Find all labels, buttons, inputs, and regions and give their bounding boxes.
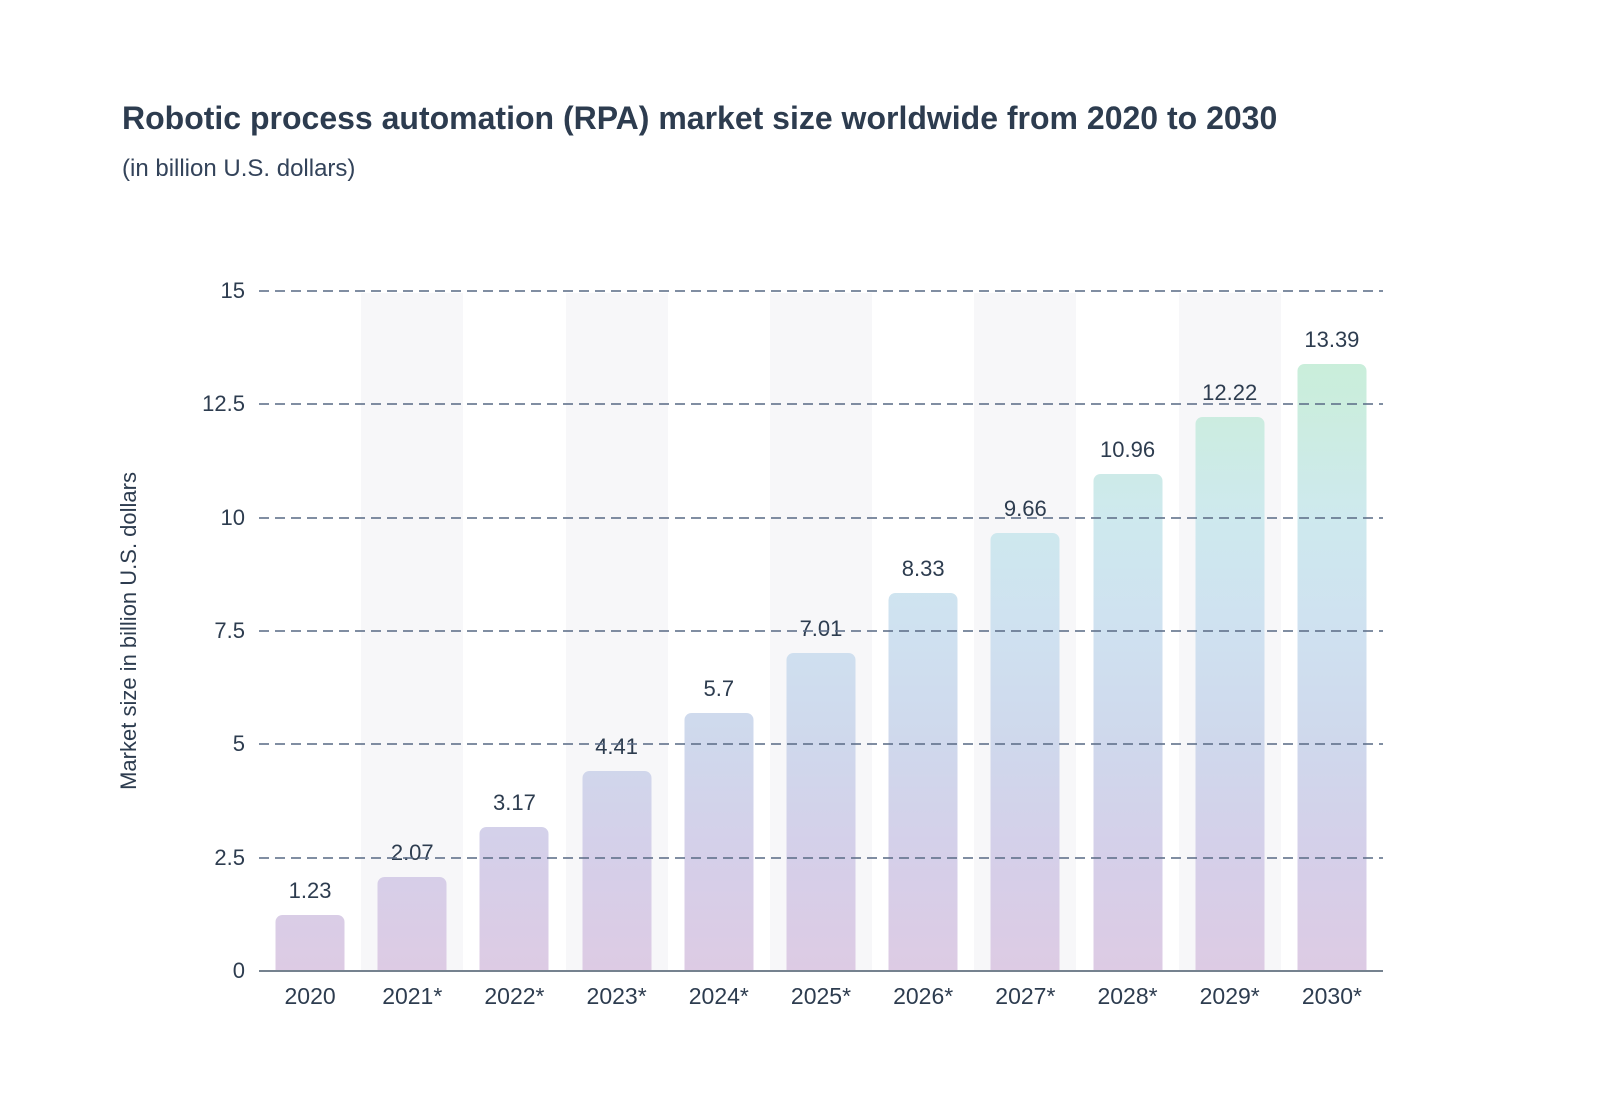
value-label-2025*: 7.01	[799, 616, 843, 642]
value-label-2024*: 5.7	[703, 675, 735, 701]
value-label-2027*: 9.66	[1003, 496, 1047, 522]
value-label-2026*: 8.33	[901, 556, 945, 582]
chart-subtitle: (in billion U.S. dollars)	[122, 155, 356, 182]
y-tick-label-10: 10	[220, 504, 245, 530]
gridline-5	[259, 743, 1383, 746]
bar-2027*	[990, 533, 1060, 971]
y-tick-label-2.5: 2.5	[214, 844, 245, 870]
column-2030*: 13.39 2030*	[1281, 291, 1383, 1009]
plot-area: 1.23 2020 2.07 2021* 3.17 2022* 4.41 2023* 5.7 20…	[202, 278, 1383, 1009]
chart-title: Robotic process automation (RPA) market …	[122, 100, 1278, 136]
column-2029*: 12.22 2029*	[1179, 291, 1281, 1009]
x-tick-label-2020: 2020	[284, 983, 336, 1009]
column-2022*: 3.17 2022*	[463, 291, 565, 1009]
column-2020: 1.23 2020	[259, 291, 361, 1009]
value-label-2023*: 4.41	[595, 734, 639, 760]
x-tick-label-2024*: 2024*	[688, 983, 749, 1009]
x-tick-label-2030*: 2030*	[1301, 983, 1362, 1009]
bar-2028*	[1093, 474, 1163, 971]
column-2028*: 10.96 2028*	[1076, 291, 1178, 1009]
y-tick-label-15: 15	[220, 278, 245, 303]
value-label-2030*: 13.39	[1304, 327, 1360, 352]
value-label-2028*: 10.96	[1100, 437, 1156, 463]
bar-2024*	[684, 712, 754, 971]
gridline-15	[259, 290, 1383, 292]
x-tick-label-2021*: 2021*	[382, 983, 443, 1009]
y-axis-title-text: Market size in billion U.S. dollars	[116, 472, 141, 790]
column-2024*: 5.7 2024*	[668, 291, 770, 1009]
x-tick-label-2023*: 2023*	[586, 983, 647, 1009]
gridline-10	[259, 516, 1383, 519]
value-label-2022*: 3.17	[493, 790, 536, 816]
bar-2029*	[1195, 417, 1265, 971]
column-2023*: 4.41 2023*	[566, 291, 668, 1009]
bar-2030*	[1297, 364, 1367, 971]
bar-2021*	[377, 877, 447, 971]
bar-2026*	[888, 593, 958, 971]
column-2025*: 7.01 2025*	[770, 291, 872, 1009]
gridline-12.5	[259, 403, 1383, 406]
y-tick-label-7.5: 7.5	[214, 618, 245, 643]
bar-2025*	[786, 653, 856, 971]
bar-2022*	[479, 827, 549, 971]
value-label-2021*: 2.07	[390, 840, 434, 866]
column-2027*: 9.66 2027*	[974, 291, 1076, 1009]
y-tick-label-5: 5	[232, 731, 245, 757]
value-label-2020: 1.23	[288, 878, 332, 904]
x-tick-label-2028*: 2028*	[1097, 983, 1158, 1009]
x-tick-label-2025*: 2025*	[790, 983, 852, 1009]
y-tick-label-0: 0	[232, 958, 245, 983]
column-2021*: 2.07 2021*	[361, 291, 463, 1009]
x-axis-line	[259, 970, 1383, 972]
x-tick-label-2026*: 2026*	[893, 983, 954, 1009]
x-tick-label-2029*: 2029*	[1199, 983, 1260, 1009]
column-2026*: 8.33 2026*	[872, 291, 974, 1009]
x-tick-label-2027*: 2027*	[995, 983, 1056, 1009]
bar-2020	[275, 915, 345, 971]
y-tick-label-12.5: 12.5	[202, 391, 245, 417]
value-label-2029*: 12.22	[1202, 380, 1258, 405]
gridline-7.5	[259, 630, 1383, 632]
gridline-2.5	[259, 856, 1383, 859]
bar-2023*	[582, 771, 652, 971]
x-tick-label-2022*: 2022*	[484, 983, 545, 1009]
y-axis-title: Market size in billion U.S. dollars	[112, 291, 146, 971]
